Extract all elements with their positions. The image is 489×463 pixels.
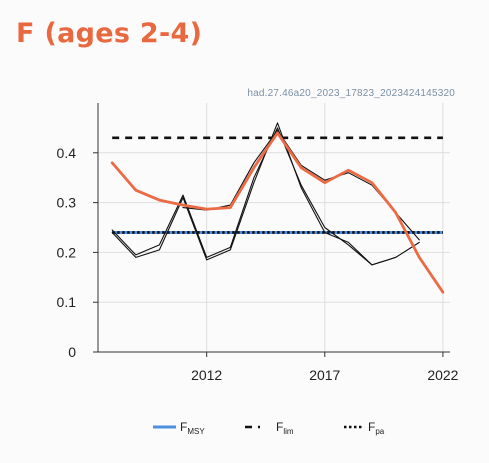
- x-tick-label-0: 2012: [191, 367, 222, 383]
- y-tick-label-2: 0.2: [57, 244, 77, 260]
- y-tick-label-0: 0: [68, 344, 76, 360]
- series-line-3: [112, 133, 443, 292]
- legend: FMSY Flim Fpa: [153, 420, 385, 436]
- legend-label-pa: Fpa: [368, 420, 385, 436]
- x-tick-label-1: 2017: [309, 367, 340, 383]
- y-tick-label-4: 0.4: [57, 145, 77, 161]
- x-tick-label-2: 2022: [427, 367, 458, 383]
- y-tick-label-1: 0.1: [57, 294, 77, 310]
- tick-labels: 0 0.1 0.2 0.3 0.4 2012 2017 2022: [57, 145, 459, 383]
- y-tick-label-3: 0.3: [57, 195, 77, 211]
- legend-label-msy: FMSY: [180, 420, 205, 436]
- data-series: [112, 123, 443, 292]
- reference-lines: [112, 138, 443, 233]
- series-line-0: [112, 123, 396, 265]
- legend-label-lim: Flim: [276, 420, 294, 436]
